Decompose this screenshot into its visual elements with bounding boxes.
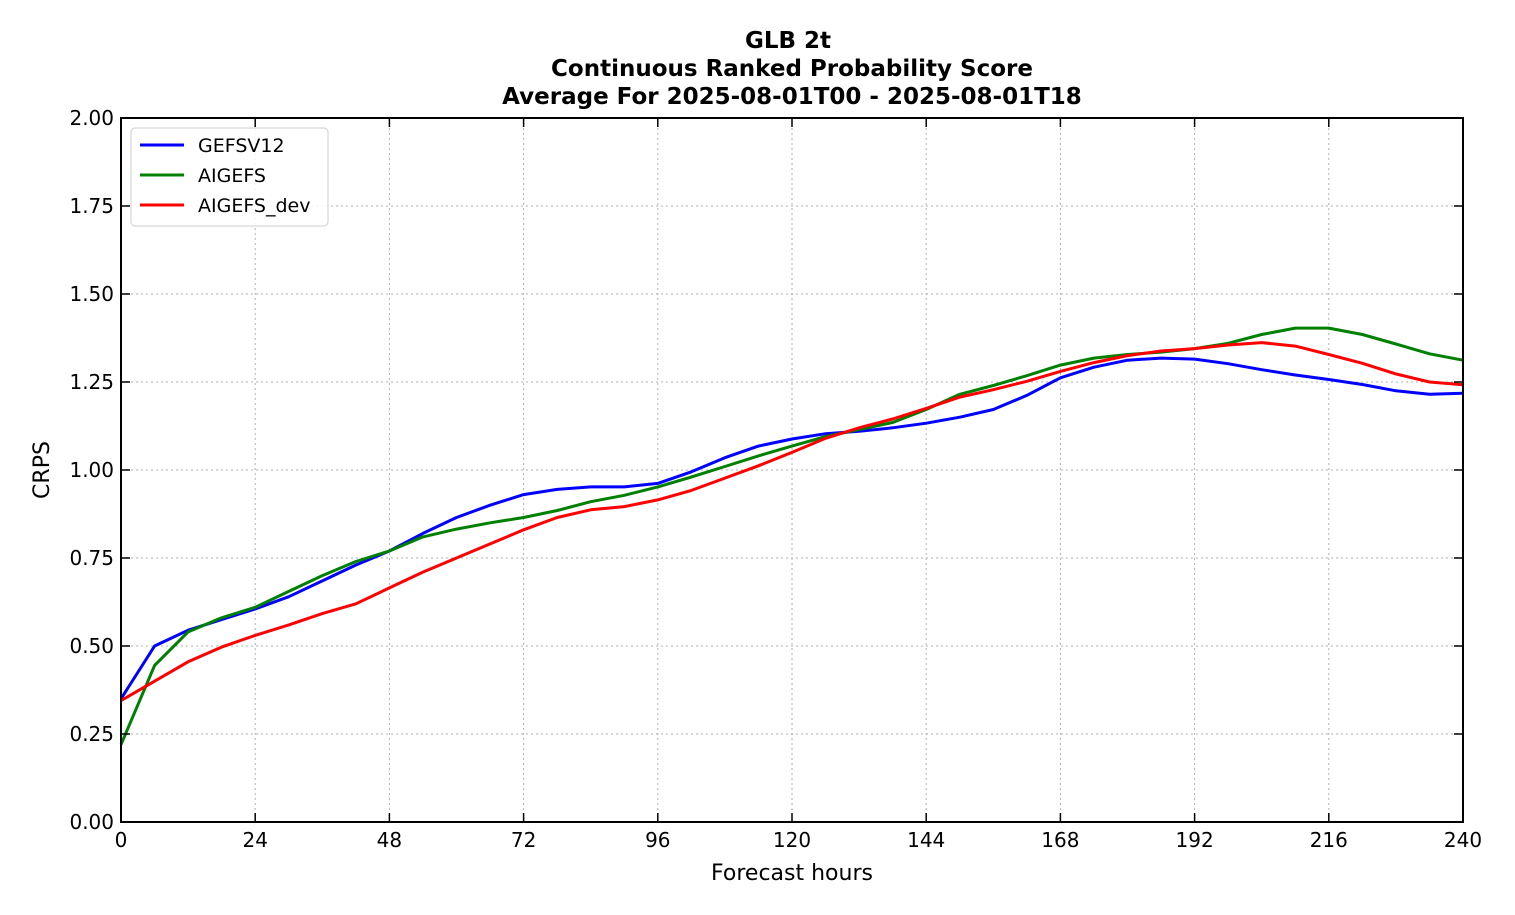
y-tick-label: 0.75 <box>69 546 114 570</box>
y-tick-label: 1.25 <box>69 370 114 394</box>
x-tick-label: 120 <box>773 828 811 852</box>
legend: GEFSV12 AIGEFS AIGEFS_dev <box>130 127 329 227</box>
y-tick-label: 1.00 <box>69 458 114 482</box>
series-line-aigefs-dev <box>120 341 1464 702</box>
x-tick-label: 168 <box>1041 828 1079 852</box>
chart-title-line-2: Continuous Ranked Probability Score <box>551 56 1033 82</box>
x-tick-label: 48 <box>377 828 402 852</box>
x-tick-label: 0 <box>115 828 128 852</box>
legend-box <box>130 127 329 227</box>
y-tick-label: 2.00 <box>69 106 114 130</box>
legend-label-aigefs-dev: AIGEFS_dev <box>198 195 310 217</box>
y-tick-label: 1.75 <box>69 194 114 218</box>
chart-title-group: GLB 2t Continuous Ranked Probability Sco… <box>502 28 1082 110</box>
x-tick-label: 72 <box>511 828 536 852</box>
x-axis-label: Forecast hours <box>711 861 873 886</box>
y-tick-label: 0.50 <box>69 634 114 658</box>
grid-lines <box>121 118 1463 822</box>
y-tick-label: 0.25 <box>69 722 114 746</box>
series-line-aigefs <box>119 326 1464 746</box>
legend-label-gefsv12: GEFSV12 <box>198 135 285 157</box>
y-tick-label: 1.50 <box>69 282 114 306</box>
x-tick-label: 192 <box>1176 828 1214 852</box>
x-tick-label: 240 <box>1444 828 1482 852</box>
legend-label-aigefs: AIGEFS <box>198 165 266 187</box>
x-tick-label: 216 <box>1310 828 1348 852</box>
axis-tick-labels: 0 24 48 72 96 120 144 168 192 216 240 0.00 0.25 0.50 0… <box>69 106 1482 852</box>
x-tick-label: 96 <box>645 828 670 852</box>
x-tick-label: 144 <box>907 828 945 852</box>
axis-ticks <box>120 117 1464 823</box>
y-tick-label: 0.00 <box>69 810 114 834</box>
x-tick-label: 24 <box>242 828 267 852</box>
chart-title-line-3: Average For 2025-08-01T00 - 2025-08-01T1… <box>502 84 1082 110</box>
series-lines <box>119 326 1464 746</box>
series-line-gefsv12 <box>119 356 1464 700</box>
y-axis-label: CRPS <box>30 441 55 499</box>
chart-title-line-1: GLB 2t <box>745 28 831 54</box>
